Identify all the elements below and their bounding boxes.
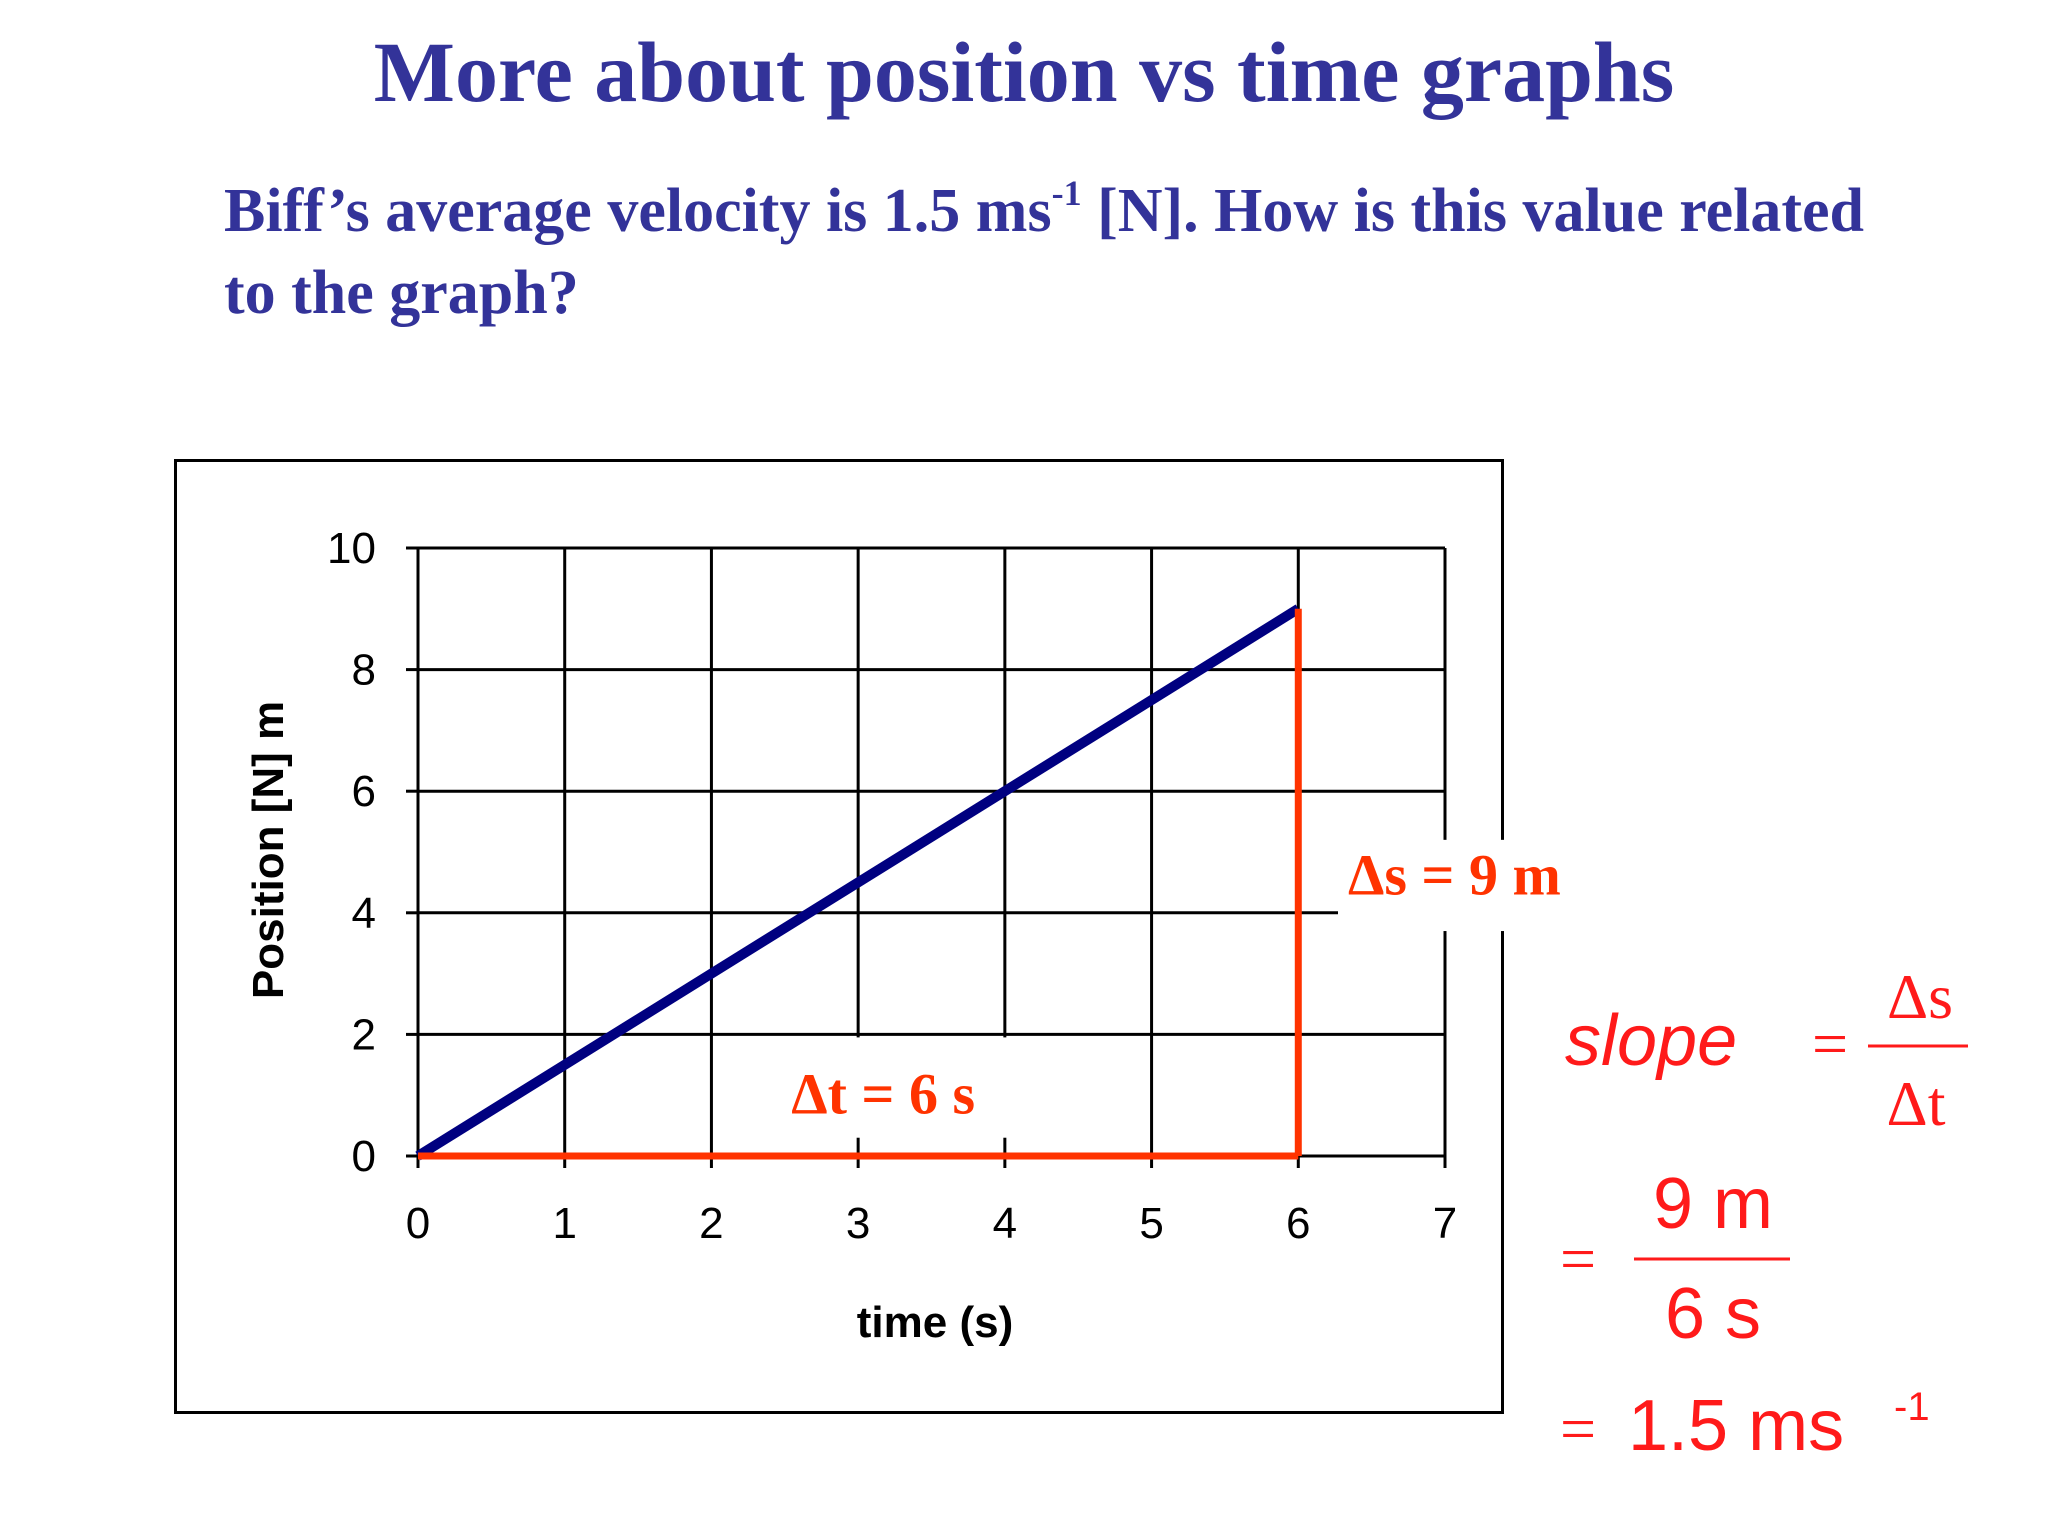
series [415, 604, 1301, 1161]
question-part-1: Biff’s average velocity is 1.5 ms [224, 177, 1052, 245]
equation-numerator-delta-s: Δs [1887, 961, 1953, 1032]
delta-s-label-background [1338, 839, 1628, 932]
y-tick-label: 6 [352, 767, 376, 816]
x-tick-label: 7 [1433, 1199, 1457, 1248]
y-tick-label: 0 [352, 1132, 376, 1181]
delta-s-label: Δs = 9 m [1348, 843, 1561, 908]
delta-t-label-background [770, 1037, 1137, 1138]
equation-result-superscript: -1 [1894, 1385, 1930, 1429]
equation-equals-3: = [1560, 1393, 1596, 1464]
x-tick-label: 3 [846, 1199, 870, 1248]
y-axis-title: Position [N] m [244, 701, 293, 999]
delta-t-label: Δt = 6 s [791, 1061, 975, 1126]
annotations: Δt = 6 s Δs = 9 m [418, 608, 1628, 1160]
y-tick-label: 2 [352, 1010, 376, 1059]
equation-numerator-9m: 9 m [1653, 1164, 1773, 1244]
question-text: Biff’s average velocity is 1.5 ms-1 [N].… [224, 170, 1874, 334]
x-tick-label: 0 [406, 1199, 430, 1248]
equation-result: 1.5 ms [1628, 1386, 1844, 1466]
y-tick-label: 10 [327, 524, 376, 573]
equation-lhs: slope [1565, 1001, 1737, 1081]
slide-title: More about position vs time graphs [373, 24, 1675, 120]
x-tick-label: 6 [1286, 1199, 1310, 1248]
y-tick-label: 8 [352, 646, 376, 695]
equation-equals-2: = [1560, 1223, 1596, 1294]
question-part-2: [N]. How is this value related to the gr… [224, 177, 1865, 327]
question-superscript: -1 [1051, 173, 1082, 214]
tick-labels: 0 1 2 3 4 5 6 7 0 2 4 6 8 10 [327, 524, 1457, 1248]
slope-equation: slope = Δs Δt = 9 m 6 s = 1.5 ms -1 [1560, 961, 1968, 1466]
x-tick-label: 4 [993, 1199, 1017, 1248]
x-tick-label: 5 [1139, 1199, 1163, 1248]
x-tick-label: 2 [699, 1199, 723, 1248]
x-tick-label: 1 [552, 1199, 576, 1248]
x-axis-title: time (s) [857, 1298, 1013, 1347]
equation-denominator-delta-t: Δt [1887, 1068, 1946, 1139]
equation-equals-1: = [1812, 1008, 1848, 1079]
position-line-series [415, 604, 1301, 1161]
y-tick-label: 4 [352, 889, 376, 938]
equation-denominator-6s: 6 s [1665, 1274, 1761, 1354]
